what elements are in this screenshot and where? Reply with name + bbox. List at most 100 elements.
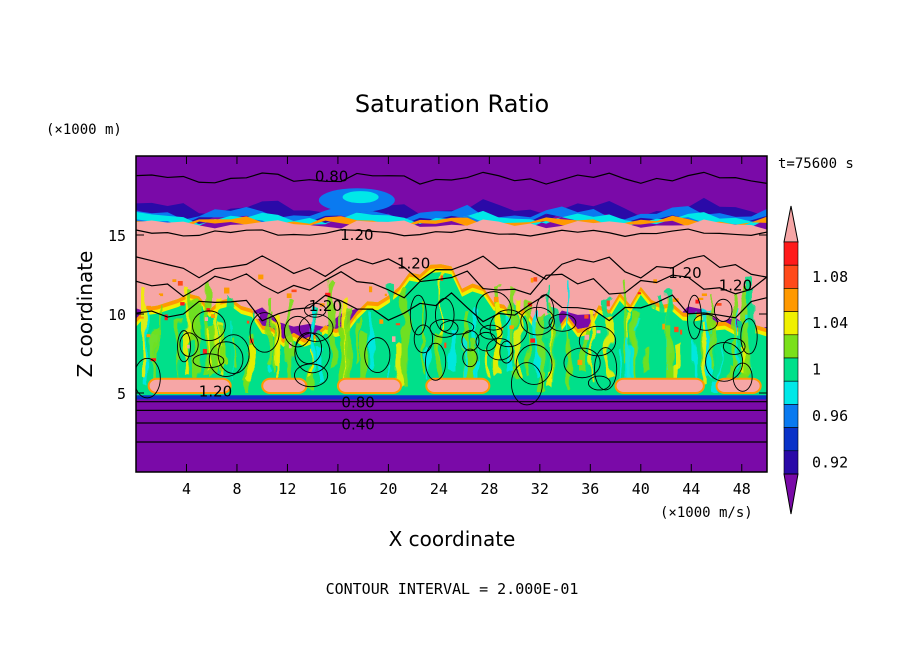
- speckle: [246, 320, 250, 324]
- cloud-streak: [189, 342, 195, 381]
- cloud-streak: [141, 286, 146, 376]
- colorbar-segment: [783, 380, 799, 405]
- contour-loop: [136, 357, 161, 399]
- x-units-label: (×1000 m/s): [660, 505, 753, 521]
- speckle: [291, 289, 297, 293]
- x-axis: 4 8 12 16 20 24 28 32 36 40 44 48: [182, 156, 751, 498]
- chart-title: Saturation Ratio: [355, 90, 549, 118]
- speckle: [202, 348, 207, 354]
- cloud-streak: [152, 327, 157, 386]
- cloud-streak: [631, 311, 637, 376]
- cloud-streak: [422, 301, 426, 374]
- speckle: [158, 293, 164, 297]
- cloud-streak: [360, 331, 368, 393]
- cloud-streak: [246, 343, 254, 380]
- speckle: [146, 305, 151, 310]
- cloud-streak: [515, 297, 521, 379]
- cloud-streak: [667, 323, 673, 388]
- cloud-streak: [527, 302, 530, 378]
- cloud-streak: [426, 345, 430, 378]
- cloud-streak: [494, 299, 501, 374]
- contour-loop: [705, 341, 744, 382]
- cloud-streak: [693, 340, 697, 382]
- cloud-streak: [643, 348, 648, 374]
- cloud-streak: [310, 322, 316, 363]
- colorbar-extend-min: [783, 473, 799, 515]
- cloud-streak: [474, 344, 477, 376]
- contour-1.20-upper: [136, 228, 767, 237]
- cloud-streak: [387, 360, 391, 393]
- contour-1.20-mid: [136, 254, 767, 282]
- speckle: [577, 359, 583, 365]
- speckle: [187, 344, 190, 349]
- x-tick-label: 40: [632, 480, 650, 498]
- contour-label: 1.20: [668, 264, 701, 282]
- speckle: [184, 282, 189, 287]
- cloud-streak: [268, 298, 272, 364]
- contour-0.80-upper: [136, 171, 767, 185]
- contour-loop: [462, 348, 478, 368]
- cloud-streak: [705, 337, 713, 377]
- speckle: [352, 282, 358, 288]
- cloud-streak: [435, 332, 442, 387]
- contour-loop: [461, 330, 480, 352]
- cloud-streak: [356, 315, 360, 365]
- colorbar-tick-label: 1.04: [812, 314, 848, 332]
- speckle: [297, 298, 303, 305]
- cloud-streak: [415, 300, 422, 393]
- speckle: [509, 325, 514, 329]
- cloud-streak: [206, 324, 210, 368]
- speckle: [384, 293, 387, 296]
- cloud-streak: [157, 308, 160, 364]
- contour-loop: [515, 344, 553, 385]
- speckle: [672, 298, 679, 302]
- contour-loop: [409, 294, 427, 336]
- contour-loop: [594, 347, 618, 391]
- cloud-streak: [535, 308, 539, 380]
- contour-loop: [535, 294, 555, 329]
- x-tick-label: 28: [480, 480, 498, 498]
- cloud-streak: [143, 310, 149, 383]
- x-tick-label: 36: [581, 480, 599, 498]
- colorbar-segment: [783, 357, 799, 382]
- speckle: [392, 336, 396, 342]
- speckle: [172, 279, 177, 283]
- contour-label: 0.80: [315, 168, 348, 186]
- speckle: [493, 296, 499, 303]
- cloud-base-edge: [136, 395, 767, 400]
- cloud-streak: [712, 347, 720, 380]
- speckle: [146, 334, 151, 338]
- cloud-base-lens: [147, 377, 232, 394]
- y-axis-label: Z coordinate: [73, 251, 97, 378]
- cloud-streak: [252, 314, 256, 374]
- cloud-streak: [689, 311, 694, 391]
- contour-1.20-lower: [136, 270, 767, 299]
- cloud-streak: [743, 324, 748, 375]
- cloud-streak: [485, 349, 490, 379]
- contour-label: 1.20: [340, 226, 373, 244]
- speckle: [680, 329, 683, 335]
- cloud-streak: [339, 327, 345, 379]
- speckle: [662, 323, 665, 330]
- contour-loop: [413, 324, 434, 354]
- contour-loop: [439, 319, 475, 335]
- cloud-base-lens: [261, 377, 308, 394]
- y-tick-label: 5: [117, 385, 126, 403]
- speckle: [695, 299, 699, 304]
- contour-loop: [687, 294, 702, 340]
- time-label: t=75600 s: [778, 156, 854, 172]
- contour-loop: [740, 318, 758, 355]
- x-tick-label: 12: [278, 480, 296, 498]
- speckle: [584, 334, 590, 340]
- cloud-streak: [287, 298, 292, 383]
- cloud-streak: [543, 316, 551, 372]
- cloud-streak: [702, 321, 707, 386]
- cloud-streak: [276, 313, 281, 382]
- cloud-streak: [729, 363, 734, 389]
- cloud-streak: [739, 344, 747, 374]
- cloud-streak: [710, 322, 717, 365]
- speckle: [288, 342, 292, 349]
- contour-loop: [499, 340, 514, 364]
- colorbar-tick-label: 1: [812, 361, 821, 379]
- cloud-streak: [674, 344, 682, 370]
